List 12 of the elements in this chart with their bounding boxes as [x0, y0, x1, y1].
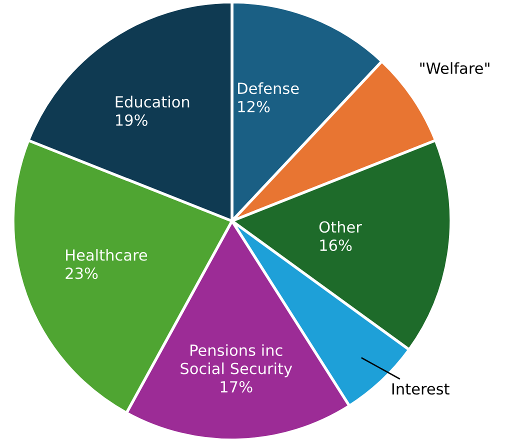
slice-label: Defense	[238, 82, 299, 94]
data-label: 12%	[238, 100, 270, 112]
data-label: 23%	[66, 268, 98, 280]
slice-label: Other	[319, 220, 362, 233]
slice-label: Interest	[392, 383, 450, 395]
slice-label: Pensions inc Social Security	[180, 344, 292, 378]
data-label: 17%	[220, 381, 252, 393]
slice-label: Education	[116, 96, 190, 108]
data-label: 16%	[320, 239, 352, 252]
slice-label: "Welfare"	[420, 62, 490, 74]
data-label: 19%	[116, 114, 148, 126]
slice-label: Healthcare	[66, 248, 148, 261]
